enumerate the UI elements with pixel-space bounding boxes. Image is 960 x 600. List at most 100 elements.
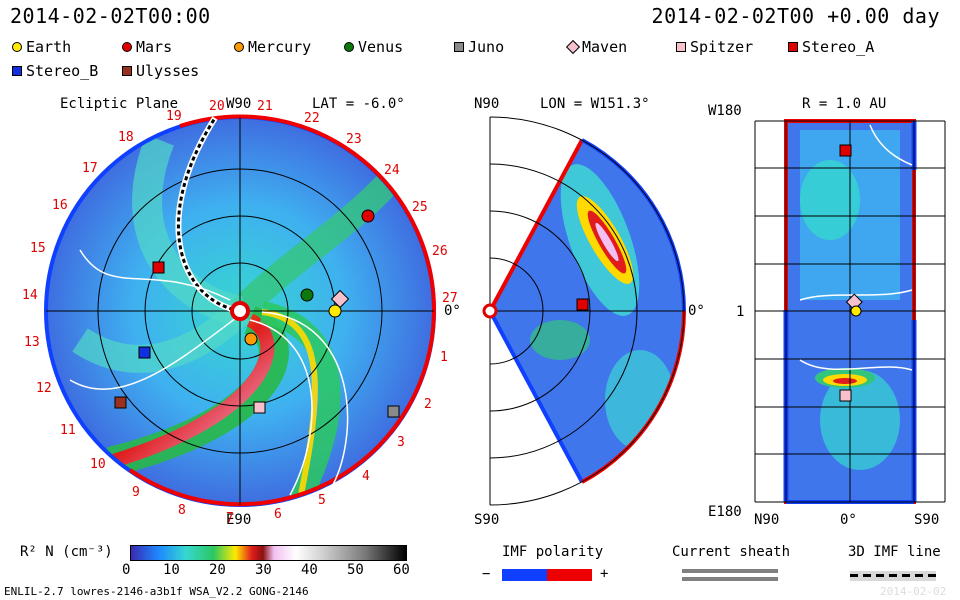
legend-venus: Venus (344, 38, 403, 56)
legend-juno: Juno (454, 38, 504, 56)
hour-label: 10 (90, 457, 106, 472)
density-colorbar-label: R² N (cm⁻³) (20, 544, 113, 560)
maven-position-icon (330, 289, 350, 309)
density-colorbar (130, 545, 407, 561)
s90-label: S90 (474, 512, 500, 528)
venus-position-icon (300, 288, 314, 302)
imf-negative-swatch (502, 569, 547, 581)
hour-label: 3 (397, 435, 405, 450)
synoptic-spitzer-icon (839, 389, 852, 402)
legend-spitzer: Spitzer (676, 38, 753, 56)
meridional-stereo-a-icon (576, 298, 589, 311)
s90-axis-label: S90 (914, 512, 940, 528)
hour-label: 23 (346, 132, 362, 147)
stereo-a-position-icon (152, 261, 165, 274)
imf-positive-swatch (547, 569, 592, 581)
spitzer-position-icon (253, 401, 266, 414)
hour-label: 12 (36, 381, 52, 396)
imf-polarity-label: IMF polarity (502, 544, 604, 560)
synoptic-stereo-a-icon (839, 144, 852, 157)
hour-label: 2 (424, 397, 432, 412)
zero-axis-label: 0° (840, 512, 857, 528)
hour-label: 5 (318, 493, 326, 508)
latitude-label: LAT = -6.0° (312, 96, 405, 112)
synoptic-earth-icon (850, 305, 862, 317)
stereo-b-marker-icon (12, 66, 22, 76)
hour-label: 19 (166, 109, 182, 124)
mercury-marker-icon (234, 42, 244, 52)
ulysses-marker-icon (122, 66, 132, 76)
sun-marker-icon (230, 301, 250, 321)
hour-label: 14 (22, 288, 38, 303)
hour-label: 25 (412, 200, 428, 215)
hour-label: 1 (440, 350, 448, 365)
colorbar-ticks: 0 10 20 30 40 50 60 (122, 562, 422, 582)
earth-position-icon (328, 304, 342, 318)
colorbar-tick: 30 (255, 562, 272, 578)
elapsed-time: 2014-02-02T00 +0.00 day (651, 4, 940, 28)
hour-label: 24 (384, 163, 400, 178)
legend-ulysses: Ulysses (122, 62, 199, 80)
hour-label: 4 (362, 469, 370, 484)
colorbar-tick: 20 (209, 562, 226, 578)
hour-label: 15 (30, 241, 46, 256)
earth-marker-icon (12, 42, 22, 52)
legend-mercury: Mercury (234, 38, 311, 56)
current-sheath-label: Current sheath (672, 544, 791, 560)
w180-label: W180 (708, 103, 742, 119)
w90-label: W90 (226, 96, 252, 112)
legend-mars: Mars (122, 38, 172, 56)
stereo-a-marker-icon (788, 42, 798, 52)
legend-earth: Earth (12, 38, 71, 56)
mars-position-icon (361, 209, 375, 223)
spitzer-marker-icon (676, 42, 686, 52)
synoptic-mid-label: 1 (736, 304, 745, 320)
ecliptic-zero-label: 0° (444, 303, 461, 319)
imf-3d-line-label: 3D IMF line (848, 544, 941, 560)
hour-label: 21 (257, 99, 273, 114)
legend-maven: Maven (565, 38, 627, 56)
hour-label: 11 (60, 423, 76, 438)
hour-label: 22 (304, 111, 320, 126)
carrington-hour-labels: 19 20 21 22 23 24 25 26 27 1 2 3 4 5 6 7… (22, 99, 458, 526)
e180-label: E180 (708, 504, 742, 520)
hour-label: 18 (118, 130, 134, 145)
hour-label: 16 (52, 198, 68, 213)
e90-label: E90 (226, 512, 252, 528)
juno-position-icon (387, 405, 400, 418)
hour-label: 20 (209, 99, 225, 114)
synoptic-maven-icon (845, 293, 863, 311)
hour-label: 6 (274, 507, 282, 522)
colorbar-tick: 40 (301, 562, 318, 578)
hour-label: 27 (442, 291, 458, 306)
hour-label: 9 (132, 485, 140, 500)
hour-label: 8 (178, 503, 186, 518)
n90-axis-label: N90 (754, 512, 780, 528)
synoptic-map (754, 119, 946, 504)
mars-marker-icon (122, 42, 132, 52)
ecliptic-plane-title: Ecliptic Plane (60, 96, 179, 112)
current-sheath-line-icon (682, 569, 778, 573)
legend-stereo-a: Stereo_A (788, 38, 874, 56)
colorbar-tick: 10 (163, 562, 180, 578)
meridional-sun-marker-icon (482, 303, 498, 319)
longitude-label: LON = W151.3° (540, 96, 650, 112)
start-time: 2014-02-02T00:00 (10, 4, 211, 28)
hour-label: 26 (432, 244, 448, 259)
colorbar-tick: 60 (393, 562, 410, 578)
model-info-footer: ENLIL-2.7 lowres-2146-a3b1f WSA_V2.2 GON… (4, 585, 309, 598)
meridional-density-wedge (490, 140, 685, 482)
faded-date: 2014-02-02 (880, 585, 947, 598)
current-sheath-line-icon (682, 577, 778, 581)
colorbar-tick: 50 (347, 562, 364, 578)
colorbar-tick: 0 (122, 562, 131, 578)
hour-label: 13 (24, 335, 40, 350)
mercury-position-icon (244, 332, 258, 346)
ulysses-position-icon (114, 396, 127, 409)
n90-label: N90 (474, 96, 500, 112)
venus-marker-icon (344, 42, 354, 52)
hour-label: 7 (226, 511, 234, 526)
meridional-zero-label: 0° (688, 303, 705, 319)
imf-plus-label: + (600, 566, 609, 582)
